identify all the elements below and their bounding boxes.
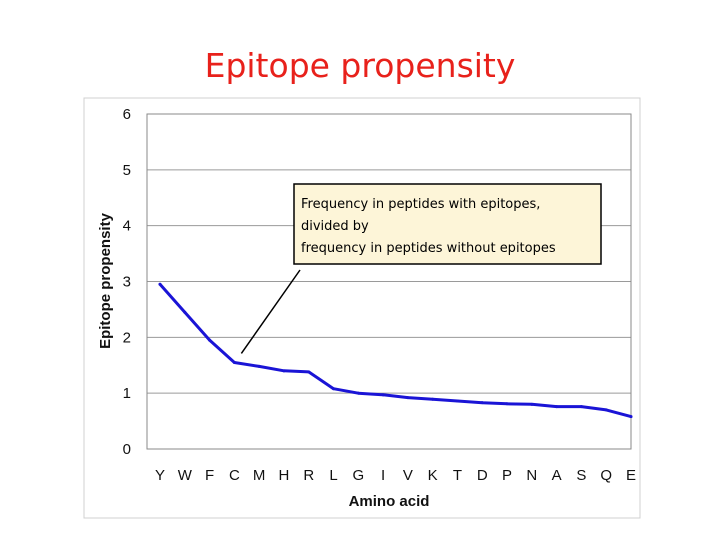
x-tick-label: C xyxy=(229,467,240,484)
data-point xyxy=(232,360,236,364)
callout-box xyxy=(293,183,602,265)
x-tick-label: I xyxy=(381,467,385,484)
x-tick-label: Q xyxy=(600,467,612,484)
data-point xyxy=(356,391,360,395)
x-tick-label: P xyxy=(502,467,512,484)
data-point xyxy=(629,415,633,419)
data-point xyxy=(604,408,608,412)
data-point xyxy=(158,282,162,286)
x-tick-label: K xyxy=(428,467,438,484)
x-tick-label: T xyxy=(453,467,462,484)
x-axis-title: Amino acid xyxy=(349,493,430,510)
y-tick-label: 1 xyxy=(123,385,131,402)
x-tick-label: Y xyxy=(155,467,165,484)
y-axis-title: Epitope propensity xyxy=(97,212,114,349)
chart-outer-frame xyxy=(83,97,641,519)
x-tick-label: H xyxy=(279,467,290,484)
x-tick-label: R xyxy=(303,467,314,484)
data-point xyxy=(579,405,583,409)
x-tick-label: E xyxy=(626,467,636,484)
data-point xyxy=(183,310,187,314)
x-tick-label: S xyxy=(576,467,586,484)
y-tick-label: 6 xyxy=(123,106,131,123)
x-tick-label: L xyxy=(329,467,337,484)
data-point xyxy=(307,370,311,374)
data-point xyxy=(282,369,286,373)
data-point xyxy=(480,401,484,405)
y-tick-label: 5 xyxy=(123,162,131,179)
y-tick-label: 2 xyxy=(123,329,131,346)
x-tick-label: V xyxy=(403,467,413,484)
x-tick-label: N xyxy=(526,467,537,484)
data-point xyxy=(332,387,336,391)
data-point xyxy=(505,402,509,406)
callout-line-1: Frequency in peptides with epitopes, xyxy=(301,197,540,212)
data-point xyxy=(257,364,261,368)
callout-pointer-line xyxy=(240,269,301,354)
x-tick-label: M xyxy=(253,467,266,484)
data-point xyxy=(455,399,459,403)
slide-title: Epitope propensity xyxy=(204,46,516,85)
data-point xyxy=(431,397,435,401)
x-tick-label: D xyxy=(477,467,488,484)
x-tick-label: F xyxy=(205,467,214,484)
x-tick-label: A xyxy=(552,467,562,484)
y-tick-label: 4 xyxy=(123,218,131,235)
data-point xyxy=(208,338,212,342)
data-point xyxy=(406,396,410,400)
callout-line-3: frequency in peptides without epitopes xyxy=(301,241,556,256)
callout-line-2: divided by xyxy=(301,219,369,234)
plot-area-frame xyxy=(146,113,632,450)
data-point xyxy=(530,402,534,406)
y-tick-label: 0 xyxy=(123,441,131,458)
y-tick-labels: 0 1 2 3 4 5 6 xyxy=(123,106,131,458)
data-point xyxy=(381,393,385,397)
y-tick-label: 3 xyxy=(123,274,131,291)
series-line-0 xyxy=(158,282,633,419)
series-lines xyxy=(158,282,633,419)
data-point xyxy=(555,405,559,409)
x-tick-label: W xyxy=(178,467,193,484)
x-tick-label: G xyxy=(352,467,364,484)
